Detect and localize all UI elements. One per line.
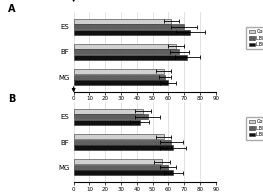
- Bar: [74, 24, 184, 29]
- Bar: [74, 114, 148, 119]
- Bar: [74, 49, 179, 54]
- Bar: [74, 30, 190, 35]
- Bar: [74, 109, 143, 114]
- Text: A: A: [8, 3, 16, 13]
- Bar: [74, 159, 162, 164]
- Bar: [74, 55, 187, 60]
- Bar: [74, 19, 171, 24]
- Bar: [74, 74, 165, 79]
- Bar: [74, 145, 173, 150]
- Bar: [74, 120, 140, 125]
- Text: B: B: [8, 94, 15, 104]
- Bar: [74, 165, 168, 170]
- Bar: [74, 140, 171, 145]
- Bar: [74, 44, 176, 49]
- Bar: [74, 80, 168, 85]
- Bar: [74, 134, 164, 139]
- Legend: Control, LBP-R Unaffected, LBP-R Affected: Control, LBP-R Unaffected, LBP-R Affecte…: [246, 27, 263, 49]
- Legend: Control, LBP-R Unaffected, LBP-R Affected: Control, LBP-R Unaffected, LBP-R Affecte…: [246, 117, 263, 140]
- X-axis label: Activation onset (ms): Activation onset (ms): [111, 103, 178, 108]
- Bar: [74, 170, 173, 175]
- Bar: [74, 69, 164, 74]
